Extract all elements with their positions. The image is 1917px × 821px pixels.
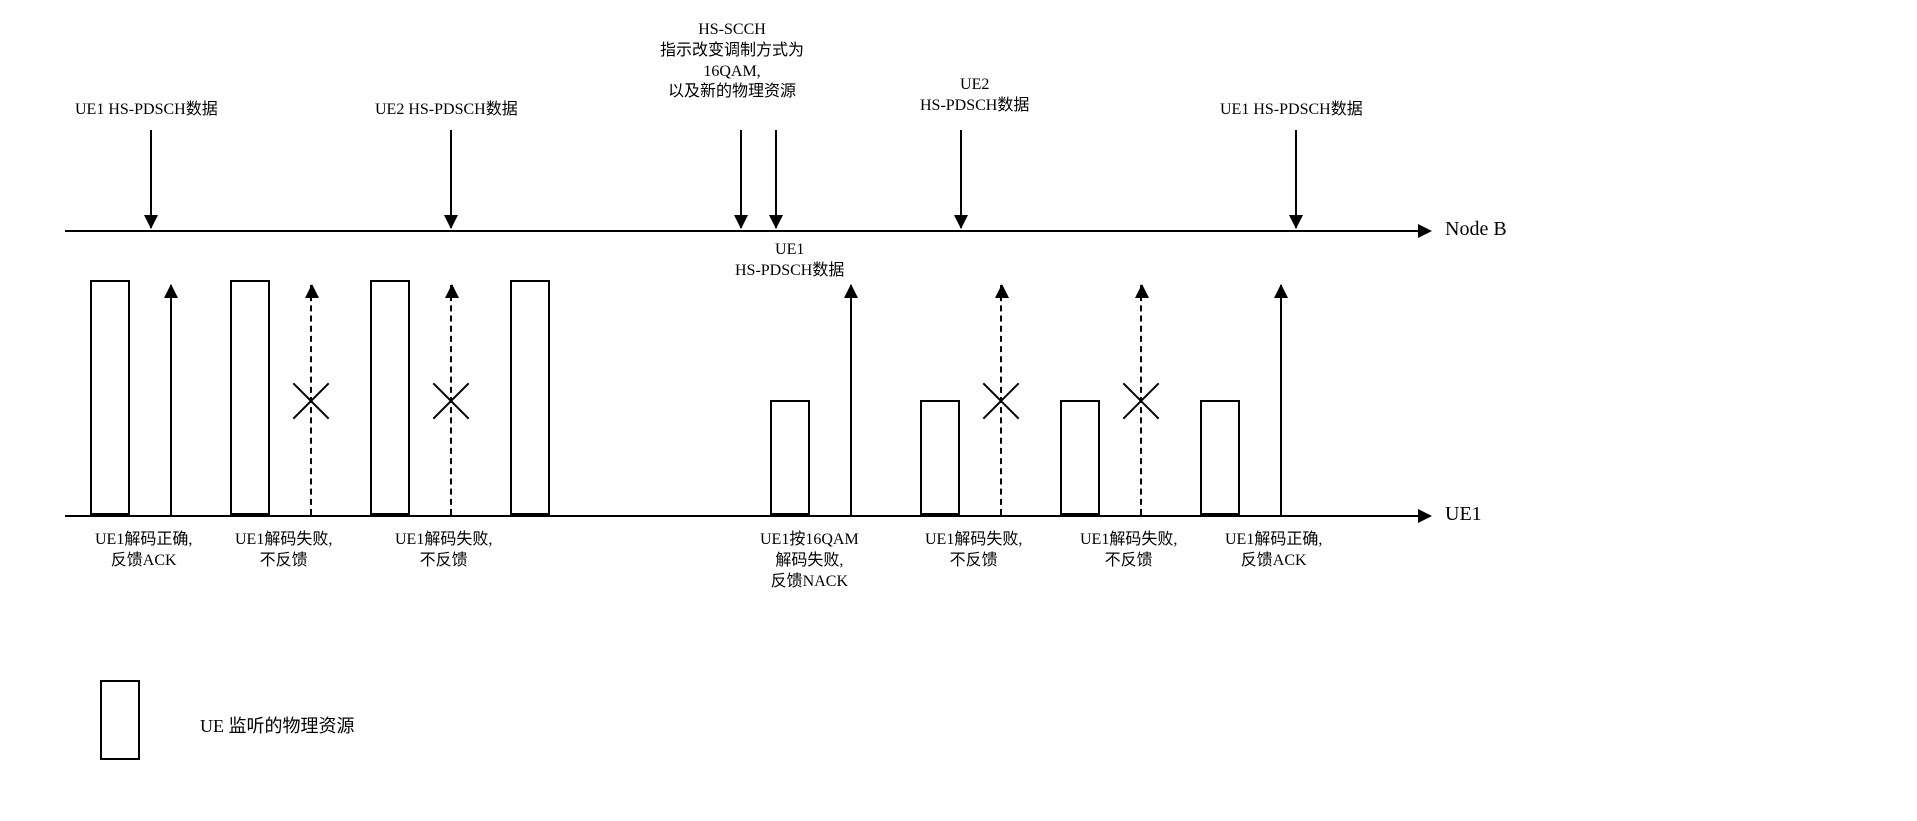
- legend-bar: [100, 680, 140, 760]
- down-arrow-2: [450, 130, 452, 228]
- ue1-data2-line1: UE1: [775, 241, 804, 258]
- hs-scch-line4: 以及新的物理资源: [668, 83, 796, 100]
- cross-6: [1116, 375, 1166, 425]
- bottom-label-2: UE1解码失败, 不反馈: [235, 530, 332, 572]
- nodeb-axis-arrow: [1418, 224, 1432, 238]
- bottom-label-5: UE1解码失败, 不反馈: [925, 530, 1022, 572]
- down-arrow-6: [1295, 130, 1297, 228]
- top-label-ue2-data-2: UE2 HS-PDSCH数据: [920, 75, 1029, 117]
- nodeb-axis-label: Node B: [1445, 218, 1507, 241]
- top-label-ue1-data-3: UE1 HS-PDSCH数据: [1220, 100, 1363, 121]
- ue2-data2-line2: HS-PDSCH数据: [920, 97, 1029, 114]
- resource-bar-6: [920, 400, 960, 515]
- bottom-label-4: UE1按16QAM 解码失败, 反馈NACK: [760, 530, 859, 592]
- cross-3: [426, 375, 476, 425]
- feedback-arrow-7: [1280, 285, 1282, 515]
- down-arrow-1: [150, 130, 152, 228]
- resource-bar-1: [90, 280, 130, 515]
- cross-2: [286, 375, 336, 425]
- resource-bar-5: [770, 400, 810, 515]
- bottom-label-6: UE1解码失败, 不反馈: [1080, 530, 1177, 572]
- top-label-ue1-data-2: UE1 HS-PDSCH数据: [735, 240, 844, 282]
- top-label-hs-scch: HS-SCCH 指示改变调制方式为 16QAM, 以及新的物理资源: [660, 20, 804, 103]
- hs-scch-line3: 16QAM,: [703, 63, 760, 80]
- ue1-axis-arrow: [1418, 509, 1432, 523]
- ue1-axis-label: UE1: [1445, 503, 1482, 526]
- legend-label: UE 监听的物理资源: [200, 715, 355, 738]
- resource-bar-8: [1200, 400, 1240, 515]
- down-arrow-5: [960, 130, 962, 228]
- feedback-arrow-1: [170, 285, 172, 515]
- hs-scch-line2: 指示改变调制方式为: [660, 42, 804, 59]
- nodeb-axis: [65, 230, 1420, 232]
- resource-bar-7: [1060, 400, 1100, 515]
- cross-5: [976, 375, 1026, 425]
- ue1-axis: [65, 515, 1420, 517]
- resource-bar-4: [510, 280, 550, 515]
- ue2-data2-line1: UE2: [960, 76, 989, 93]
- down-arrow-4: [775, 130, 777, 228]
- top-label-ue1-data-1: UE1 HS-PDSCH数据: [75, 100, 218, 121]
- feedback-arrow-4: [850, 285, 852, 515]
- bottom-label-7: UE1解码正确, 反馈ACK: [1225, 530, 1322, 572]
- down-arrow-3: [740, 130, 742, 228]
- resource-bar-2: [230, 280, 270, 515]
- resource-bar-3: [370, 280, 410, 515]
- bottom-label-3: UE1解码失败, 不反馈: [395, 530, 492, 572]
- timing-diagram: UE1 HS-PDSCH数据 UE2 HS-PDSCH数据 HS-SCCH 指示…: [20, 20, 1897, 801]
- top-label-ue2-data-1: UE2 HS-PDSCH数据: [375, 100, 518, 121]
- bottom-label-1: UE1解码正确, 反馈ACK: [95, 530, 192, 572]
- hs-scch-line1: HS-SCCH: [698, 21, 766, 38]
- ue1-data2-line2: HS-PDSCH数据: [735, 262, 844, 279]
